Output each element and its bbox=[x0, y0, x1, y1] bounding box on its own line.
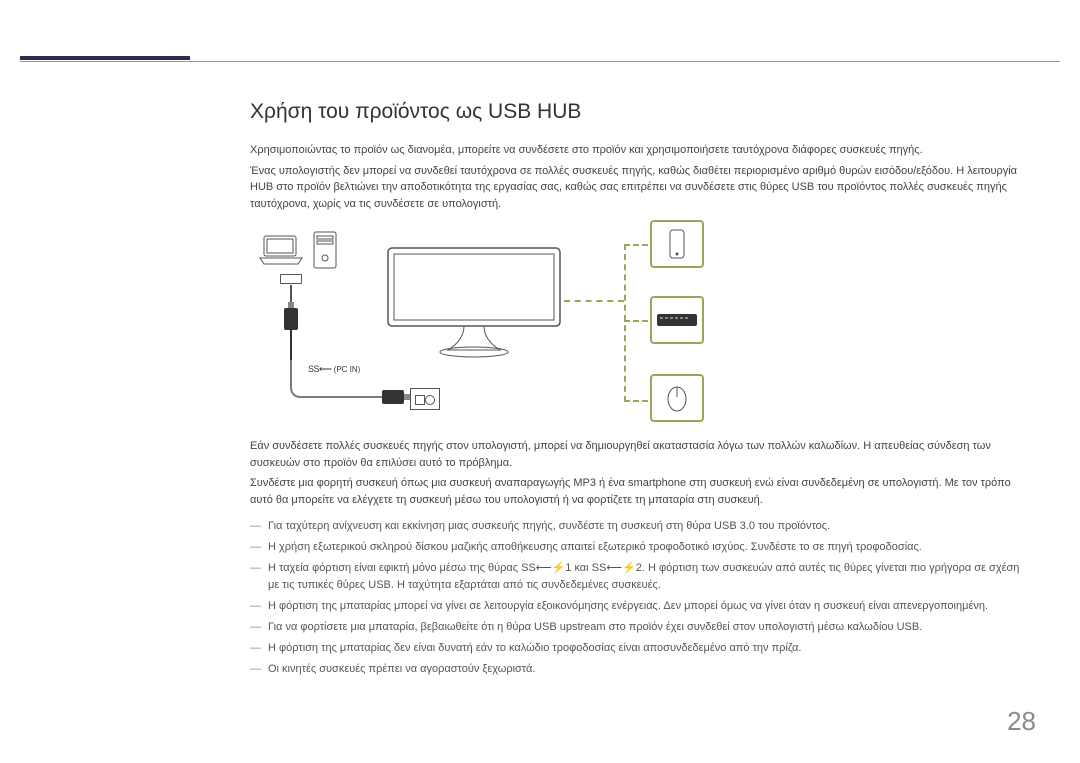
device-keyboard bbox=[650, 296, 704, 344]
note-item: Για να φορτίσετε μια μπαταρία, βεβαιωθεί… bbox=[250, 619, 1032, 636]
phone-icon bbox=[668, 228, 686, 260]
note-item: Για ταχύτερη ανίχνευση και εκκίνηση μιας… bbox=[250, 518, 1032, 535]
body-para-3: Εάν συνδέσετε πολλές συσκευές πηγής στον… bbox=[250, 438, 1032, 471]
page-number: 28 bbox=[1007, 706, 1036, 737]
note-item: Η φόρτιση της μπαταρίας μπορεί να γίνει … bbox=[250, 598, 1032, 615]
usb-port-icon bbox=[280, 274, 302, 284]
usb-plug-icon bbox=[284, 308, 298, 330]
page-content: Χρήση του προϊόντος ως USB HUB Χρησιμοπο… bbox=[250, 100, 1032, 682]
monitor-icon bbox=[384, 244, 564, 364]
dashed-connector bbox=[624, 320, 648, 322]
intro-para-2: Ένας υπολογιστής δεν μπορεί να συνδεθεί … bbox=[250, 163, 1032, 213]
usb-plug-icon bbox=[382, 390, 404, 404]
note-item: Η ταχεία φόρτιση είναι εφικτή μόνο μέσω … bbox=[250, 560, 1032, 594]
notes-list: Για ταχύτερη ανίχνευση και εκκίνηση μιας… bbox=[250, 518, 1032, 678]
desktop-icon bbox=[312, 230, 338, 270]
connection-diagram: SS⟵ (PC IN) bbox=[250, 230, 770, 420]
dashed-connector bbox=[624, 244, 626, 402]
cable-segment bbox=[290, 330, 292, 362]
device-mouse bbox=[650, 374, 704, 422]
body-para-4: Συνδέστε μια φορητή συσκευή όπως μια συσ… bbox=[250, 475, 1032, 508]
monitor-port-icon bbox=[410, 388, 440, 410]
pc-in-label: SS⟵ (PC IN) bbox=[308, 364, 360, 375]
mouse-icon bbox=[665, 383, 689, 413]
intro-para-1: Χρησιμοποιώντας το προϊόν ως διανομέα, μ… bbox=[250, 142, 1032, 159]
note-item: Η χρήση εξωτερικού σκληρού δίσκου μαζική… bbox=[250, 539, 1032, 556]
dashed-connector bbox=[564, 300, 624, 302]
device-phone bbox=[650, 220, 704, 268]
section-heading: Χρήση του προϊόντος ως USB HUB bbox=[250, 100, 1032, 124]
laptop-icon bbox=[258, 234, 304, 268]
note-item: Οι κινητές συσκευές πρέπει να αγοραστούν… bbox=[250, 661, 1032, 678]
keyboard-icon bbox=[655, 312, 699, 328]
header-rule bbox=[20, 56, 1060, 62]
dashed-connector bbox=[624, 400, 648, 402]
note-item: Η φόρτιση της μπαταρίας δεν είναι δυνατή… bbox=[250, 640, 1032, 657]
dashed-connector bbox=[624, 244, 648, 246]
